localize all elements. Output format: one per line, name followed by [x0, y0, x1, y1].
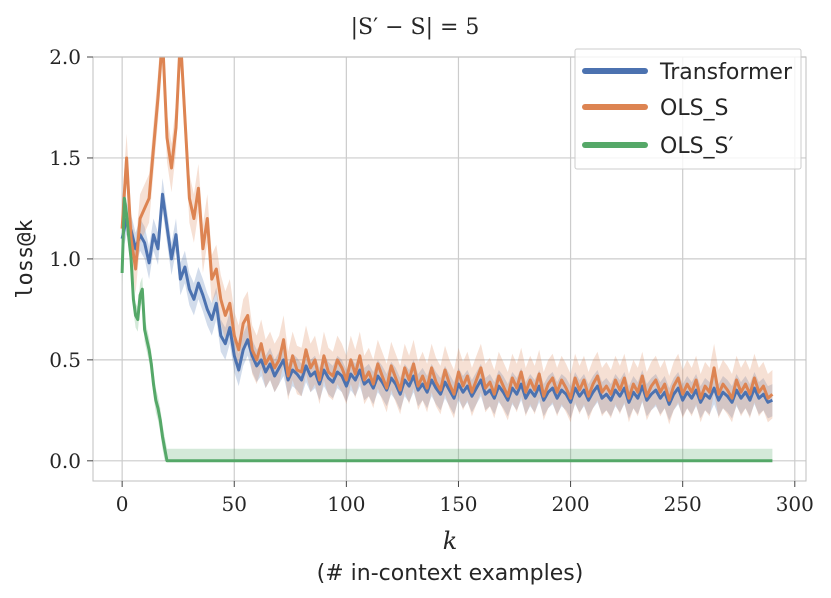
series-band-1	[122, 57, 773, 425]
y-tick-label: 0.5	[49, 348, 81, 372]
x-tick-label: 300	[776, 492, 814, 516]
legend-label-transformer: Transformer	[659, 60, 793, 85]
series-line-1	[120, 57, 774, 402]
chart-title: |S′ − S| = 5	[351, 15, 480, 40]
y-tick-label: 1.0	[49, 247, 81, 271]
x-tick-label: 100	[327, 492, 365, 516]
legend-label-ols-s-prime: OLS_S′	[660, 134, 734, 159]
series-lines	[120, 57, 774, 463]
x-tick-label: 200	[551, 492, 589, 516]
x-axis-sublabel: (# in-context examples)	[317, 561, 584, 586]
x-tick-label: 250	[664, 492, 702, 516]
series-line-0	[120, 192, 774, 406]
legend-label-ols-s: OLS_S	[660, 96, 729, 121]
y-tick-label: 1.5	[49, 146, 81, 170]
legend: Transformer OLS_S OLS_S′	[574, 48, 802, 170]
axis-ticks: 0 50 100 150 200 250 300 0.0 0.5 1.0 1.5 2.0	[49, 45, 814, 516]
legend-box	[574, 48, 802, 170]
x-tick-label: 150	[439, 492, 477, 516]
plot-frame	[92, 56, 807, 482]
x-tick-label: 50	[222, 492, 247, 516]
y-tick-label: 0.0	[49, 449, 81, 473]
x-axis-label: k	[443, 527, 458, 555]
series-line-2	[120, 196, 773, 463]
y-tick-label: 2.0	[49, 45, 81, 69]
x-tick-label: 0	[116, 492, 129, 516]
y-axis-label: loss@k	[13, 219, 38, 298]
